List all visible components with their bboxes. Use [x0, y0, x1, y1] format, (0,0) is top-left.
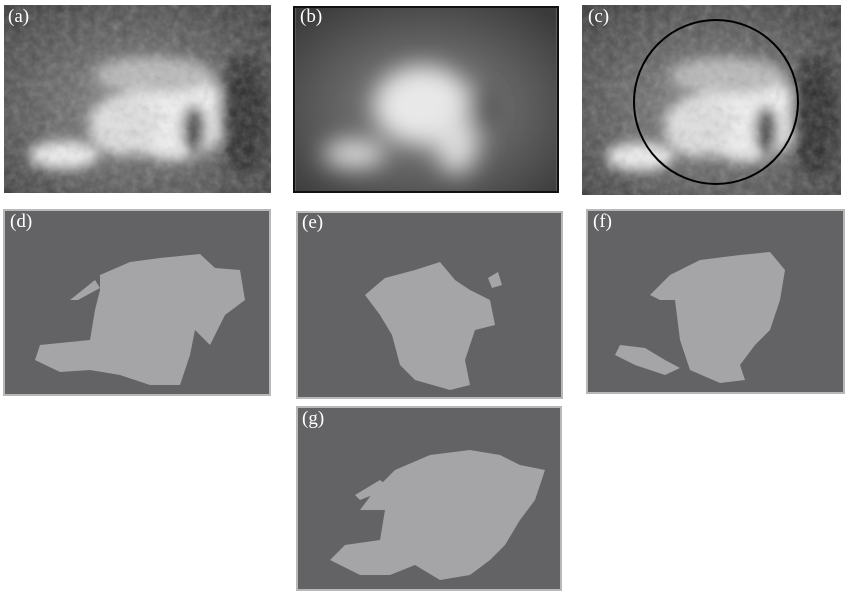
- panel-c: (c): [582, 5, 841, 195]
- panel-label: (d): [10, 211, 32, 232]
- panel-g: (g): [297, 407, 561, 590]
- panel-label: (e): [302, 212, 323, 233]
- panel-b: (b): [294, 6, 558, 192]
- page: (a) (b) (c) (d) (e): [0, 0, 847, 593]
- blurred-image: [296, 8, 556, 191]
- panel-e: (e): [297, 212, 562, 398]
- panel-label: (c): [588, 6, 609, 27]
- panel-label: (f): [593, 211, 612, 232]
- panel-d: (d): [4, 210, 270, 395]
- panel-label: (a): [8, 6, 29, 27]
- panel-label: (b): [300, 6, 322, 27]
- panel-label: (g): [302, 408, 324, 429]
- panel-a: (a): [4, 5, 271, 193]
- photo: [582, 5, 841, 195]
- photo: [4, 5, 271, 193]
- figure: (a) (b) (c) (d) (e): [0, 0, 847, 593]
- panel-f: (f): [587, 210, 844, 393]
